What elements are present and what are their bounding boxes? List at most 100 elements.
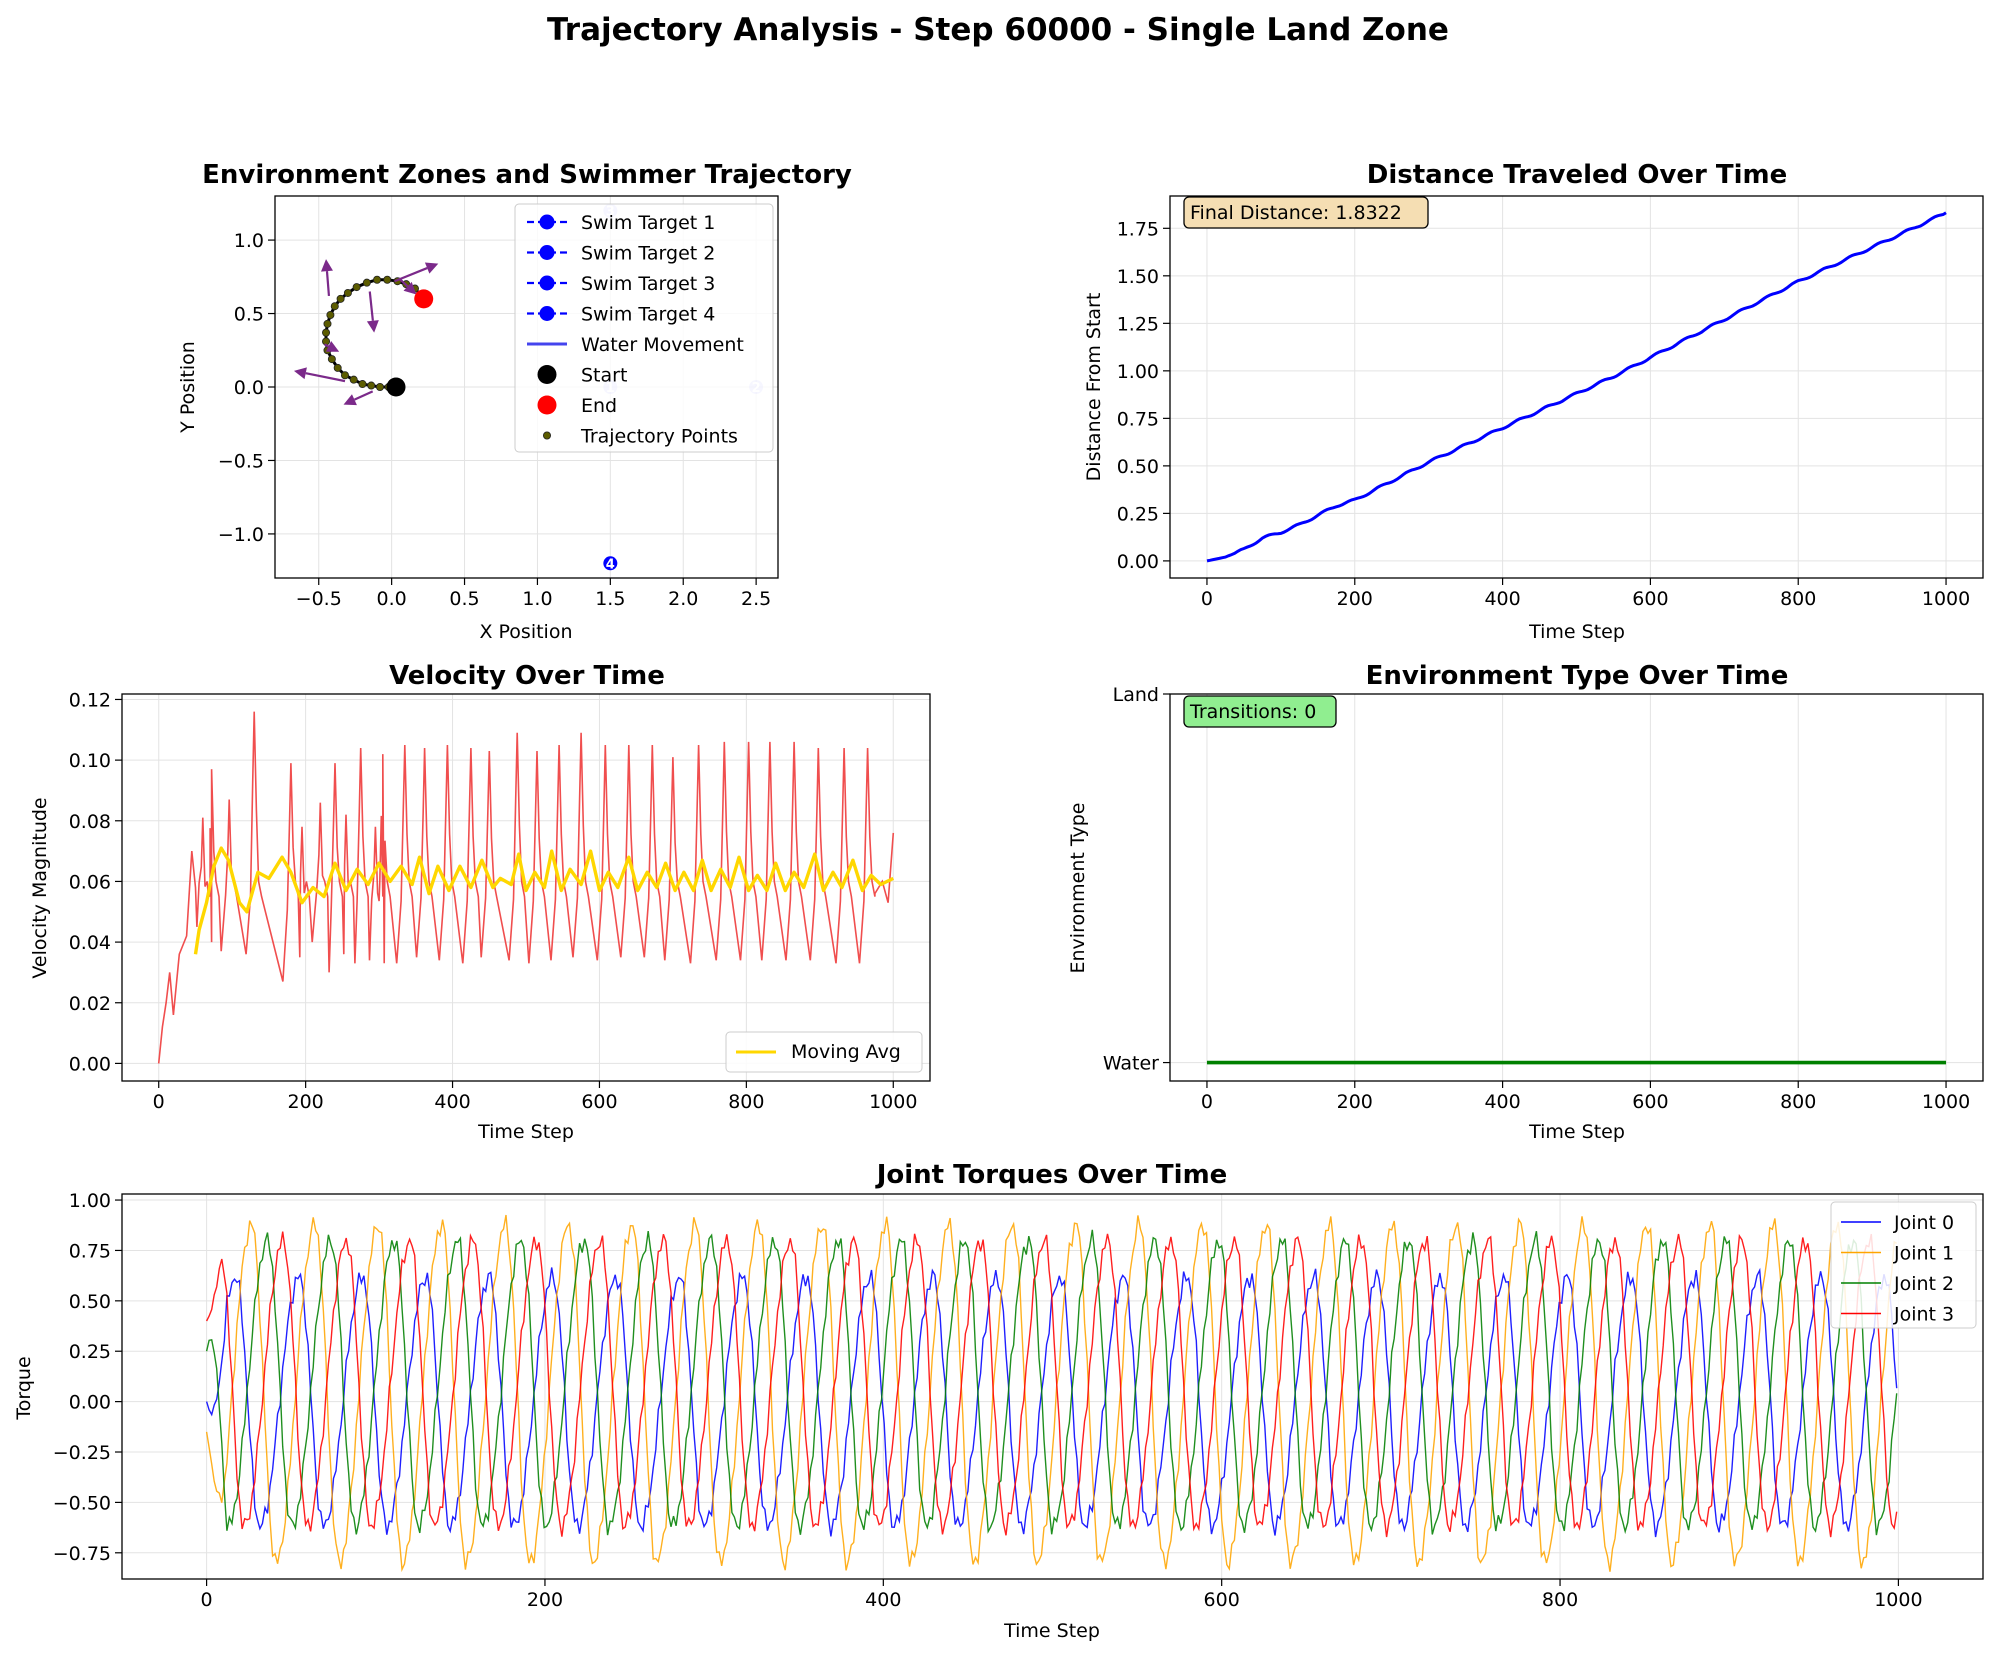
environment-xtick-label: 800 [1780, 1091, 1816, 1113]
torques-xlabel: Time Step [1003, 1620, 1100, 1642]
start-marker [386, 377, 406, 397]
torques-plot [205, 1214, 1898, 1573]
torques-xtick-label: 800 [1542, 1589, 1578, 1611]
water-movement-arrow-head [366, 320, 379, 333]
trajectory-point [333, 363, 342, 372]
trajectory-point [367, 381, 376, 390]
velocity-plot [157, 711, 895, 1064]
velocity-panel: Velocity Over Time 0 200 400 600 800 1000 0.00… [29, 661, 931, 1143]
trajectory-point [322, 328, 331, 337]
trajectory-legend-label: Trajectory Points [580, 426, 738, 448]
torques-legend-label: Joint 0 [1893, 1212, 1954, 1234]
environment-xlabel: Time Step [1528, 1121, 1625, 1143]
swim-target-number: 4 [606, 557, 615, 572]
legend-swatch-marker [543, 431, 552, 440]
trajectory-legend-label: Start [581, 365, 627, 387]
velocity-title: Velocity Over Time [389, 661, 665, 691]
trajectory-ytick-label: 0.5 [234, 304, 264, 326]
torques-ytick-label: 0.75 [69, 1240, 111, 1262]
water-movement-arrow-head [403, 281, 417, 295]
distance-xlabel: Time Step [1528, 621, 1625, 643]
joint-1-torque-line [205, 1214, 1898, 1573]
legend-swatch-marker [537, 365, 557, 384]
velocity-ytick-label: 0.04 [69, 932, 111, 954]
torques-ytick-label: 0.50 [69, 1291, 111, 1313]
final-distance-text: Final Distance: 1.8322 [1190, 202, 1402, 224]
distance-ytick-label: 0.00 [1117, 551, 1159, 573]
torques-ytick-label: 1.00 [69, 1190, 111, 1212]
legend-swatch-marker [539, 306, 555, 321]
transitions-box [1183, 695, 1337, 728]
trajectory-legend-label: Swim Target 3 [581, 273, 715, 295]
torques-legend-label: Joint 2 [1893, 1273, 1954, 1295]
transitions-text: Transitions: 0 [1189, 701, 1316, 723]
velocity-raw-line [157, 711, 895, 1064]
torques-ylabel: Torque [13, 1356, 35, 1420]
velocity-legend-box [725, 1031, 923, 1073]
distance-ytick-label: 1.00 [1117, 361, 1159, 383]
distance-ytick-label: 1.75 [1117, 218, 1159, 240]
trajectory-ylabel: Y Position [177, 341, 199, 434]
torques-ytick-label: −0.25 [53, 1442, 111, 1464]
water-movement-arrow-shaft [353, 390, 374, 401]
trajectory-xtick-label: 0.5 [449, 588, 479, 610]
torques-xtick-label: 600 [1204, 1589, 1240, 1611]
velocity-xtick-label: 1000 [869, 1091, 917, 1113]
end-marker [414, 289, 434, 309]
velocity-ylabel: Velocity Magnitude [29, 797, 51, 978]
trajectory-point [343, 288, 352, 297]
trajectory-point [352, 283, 361, 292]
distance-title: Distance Traveled Over Time [1367, 160, 1788, 190]
environment-panel: Environment Type Over Time 0 200 400 600 800… [1067, 661, 1984, 1143]
velocity-xtick-label: 800 [728, 1091, 764, 1113]
torques-axes-frame [121, 1193, 1984, 1580]
water-movement-arrow-shaft [325, 271, 331, 296]
water-movement-arrow-shaft [368, 291, 374, 321]
torques-ytick-label: 0.00 [69, 1392, 111, 1414]
environment-ticks: 0 200 400 600 800 1000 Water Land [1103, 684, 1970, 1113]
torques-xtick-label: 0 [201, 1589, 213, 1611]
distance-xtick-label: 400 [1484, 588, 1520, 610]
torques-xtick-label: 400 [865, 1589, 901, 1611]
trajectory-point [383, 275, 392, 284]
water-movement-arrow-shaft [305, 372, 346, 383]
trajectory-xtick-label: 1.0 [522, 588, 552, 610]
trajectory-xtick-label: −0.5 [296, 588, 342, 610]
velocity-xtick-label: 600 [581, 1091, 617, 1113]
trajectory-legend-label: Swim Target 1 [581, 212, 715, 234]
trajectory-ytick-label: 0.0 [234, 377, 264, 399]
water-movement-arrow-head [343, 394, 357, 406]
torques-legend-label: Joint 3 [1893, 1304, 1954, 1326]
torques-legend-box [1830, 1201, 1977, 1329]
trajectory-point [323, 319, 332, 328]
legend-swatch-marker [539, 214, 555, 230]
torques-title: Joint Torques Over Time [875, 1160, 1228, 1190]
velocity-ytick-label: 0.02 [69, 993, 111, 1015]
trajectory-point [362, 278, 371, 287]
trajectory-xtick-label: 0.0 [377, 588, 407, 610]
trajectory-point [375, 382, 384, 391]
joint-0-torque-line [205, 1267, 1898, 1538]
moving-avg-line [193, 846, 895, 955]
environment-xtick-label: 200 [1337, 1091, 1373, 1113]
trajectory-xtick-label: 2.5 [741, 588, 771, 610]
environment-ylabel: Environment Type [1067, 803, 1089, 974]
torques-ytick-label: −0.50 [53, 1492, 111, 1514]
torques-xtick-label: 1000 [1874, 1589, 1922, 1611]
environment-xtick-label: 0 [1201, 1091, 1213, 1113]
environment-xtick-label: 600 [1632, 1091, 1668, 1113]
environment-grid [1170, 693, 1983, 1081]
water-movement-arrow-head [424, 262, 439, 274]
distance-xtick-label: 0 [1201, 588, 1213, 610]
torques-grid [122, 1194, 1983, 1579]
water-movement-arrow-head [293, 367, 307, 380]
distance-xtick-label: 600 [1632, 588, 1668, 610]
velocity-axes-frame [121, 693, 931, 1082]
velocity-ytick-label: 0.08 [69, 811, 111, 833]
trajectory-point [340, 371, 349, 380]
distance-ytick-label: 0.50 [1117, 456, 1159, 478]
environment-xtick-label: 400 [1484, 1091, 1520, 1113]
water-movement-arrow-head [320, 259, 333, 272]
swim-target-marker [603, 556, 618, 571]
environment-axes-frame [1169, 693, 1984, 1082]
